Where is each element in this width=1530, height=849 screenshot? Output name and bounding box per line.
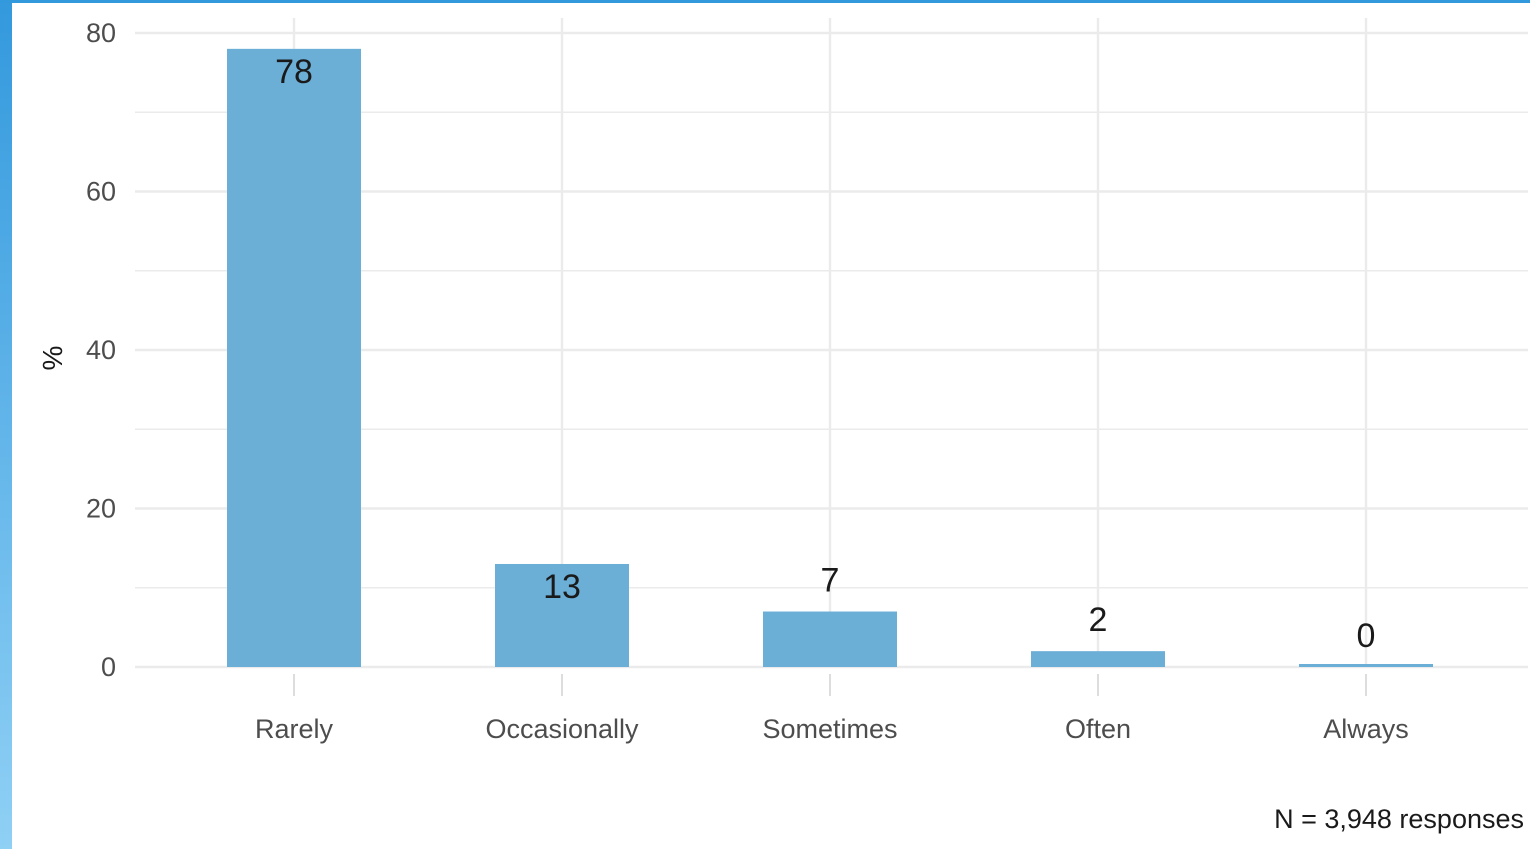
y-tick-label: 40 [86, 335, 116, 365]
y-axis-title: % [37, 346, 68, 371]
bars [227, 48, 1433, 668]
data-label: 7 [821, 562, 840, 600]
data-label: 13 [543, 568, 581, 606]
x-tick-label: Always [1323, 714, 1409, 744]
y-axis-ticks: 0 20 40 60 80 [86, 18, 116, 682]
bar-occasionally [495, 563, 629, 667]
chart-caption: N = 3,948 responses [1274, 804, 1524, 834]
y-tick-label: 0 [101, 652, 116, 682]
x-axis-ticks: Rarely Occasionally Sometimes Often Always [255, 674, 1409, 744]
bar-rarely [227, 48, 361, 668]
bar-often [1031, 651, 1165, 667]
x-tick-label: Occasionally [485, 714, 639, 744]
x-tick-label: Sometimes [762, 714, 897, 744]
data-label: 0 [1357, 617, 1376, 655]
data-label: 2 [1089, 601, 1108, 639]
y-tick-label: 60 [86, 177, 116, 207]
left-accent-border [0, 0, 12, 849]
x-tick-label: Often [1065, 714, 1131, 744]
y-tick-label: 20 [86, 494, 116, 524]
x-tick-label: Rarely [255, 714, 334, 744]
bar-always [1299, 664, 1433, 667]
bar-sometimes [763, 611, 897, 667]
top-accent-border [0, 0, 1530, 3]
data-label: 78 [275, 53, 313, 91]
data-labels: 78 13 7 2 0 [275, 53, 1375, 655]
y-tick-label: 80 [86, 18, 116, 48]
